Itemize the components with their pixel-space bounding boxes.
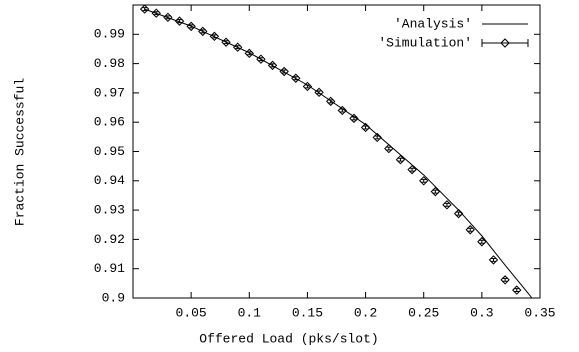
data-point	[419, 176, 429, 186]
y-tick-label: 0.96	[94, 115, 125, 130]
error-bar	[327, 99, 334, 104]
error-bar	[223, 40, 230, 45]
data-point	[244, 48, 254, 59]
error-bar	[374, 135, 381, 140]
legend-label: 'Analysis'	[394, 16, 472, 31]
error-bar	[490, 257, 497, 262]
data-point	[477, 237, 487, 247]
data-point	[256, 54, 266, 64]
data-point	[325, 96, 336, 107]
x-tick-label: 0.2	[354, 305, 377, 320]
data-point	[139, 4, 150, 14]
error-bar	[397, 157, 404, 162]
data-point	[151, 8, 161, 18]
error-bar	[432, 189, 439, 194]
y-tick-label: 0.95	[94, 144, 125, 159]
data-point	[267, 60, 278, 71]
data-point	[163, 12, 173, 23]
data-point	[442, 200, 452, 210]
data-point	[407, 164, 417, 175]
error-bar	[420, 178, 427, 183]
error-bar	[502, 277, 509, 282]
x-tick-label: 0.25	[408, 305, 439, 320]
y-tick-label: 0.97	[94, 85, 125, 100]
data-point	[465, 225, 475, 235]
data-point	[209, 31, 220, 42]
y-tick-label: 0.99	[94, 27, 125, 42]
error-bar	[246, 51, 253, 56]
data-point	[512, 285, 522, 295]
error-bar	[141, 7, 148, 12]
error-bar	[234, 45, 241, 50]
data-point	[453, 208, 464, 219]
data-point	[372, 132, 382, 143]
y-tick-label: 0.93	[94, 203, 125, 218]
error-bar	[188, 24, 195, 29]
error-bar	[211, 34, 218, 39]
legend-errorbar	[481, 39, 529, 47]
error-bar	[513, 288, 520, 293]
plot-frame	[132, 4, 541, 299]
data-point	[186, 21, 196, 32]
data-point	[500, 275, 510, 285]
data-point	[349, 113, 359, 124]
legend-label: 'Simulation'	[378, 35, 472, 50]
data-point	[221, 37, 231, 47]
x-tick-label: 0.1	[238, 305, 262, 320]
x-tick-label: 0.3	[470, 305, 493, 320]
y-axis-label: Fraction Successful	[12, 78, 27, 226]
error-bar	[385, 146, 392, 151]
error-bar	[257, 57, 264, 62]
analysis-line	[144, 8, 533, 299]
data-point	[279, 66, 289, 77]
data-point	[488, 255, 499, 265]
data-point	[232, 42, 243, 52]
error-bar	[478, 239, 485, 244]
x-tick-label: 0.15	[292, 305, 323, 320]
y-tick-label: 0.91	[94, 261, 125, 276]
y-tick-label: 0.98	[94, 56, 125, 71]
data-point	[314, 87, 324, 98]
data-point	[430, 186, 441, 197]
data-point	[384, 143, 394, 154]
x-axis-label: Offered Load (pks/slot)	[199, 331, 378, 346]
error-bar	[292, 76, 299, 81]
data-point	[198, 26, 208, 37]
y-tick-label: 0.92	[94, 232, 125, 247]
error-bar	[362, 125, 369, 130]
error-bar	[409, 167, 416, 172]
data-point	[337, 105, 348, 116]
legend-point	[500, 38, 510, 48]
data-point	[360, 122, 371, 133]
error-bar	[281, 69, 288, 74]
data-point	[302, 81, 313, 92]
error-bar	[455, 211, 462, 216]
y-tick-label: 0.94	[94, 173, 125, 188]
error-bar	[467, 227, 474, 232]
data-point	[174, 16, 185, 26]
error-bar	[443, 202, 450, 207]
y-tick-label: 0.9	[102, 290, 125, 305]
error-bar	[199, 29, 206, 34]
x-tick-label: 0.35	[524, 305, 555, 320]
error-bar	[316, 90, 323, 95]
data-point	[291, 73, 301, 83]
error-bar	[153, 11, 160, 16]
x-tick-label: 0.05	[176, 305, 207, 320]
error-bar	[269, 63, 276, 68]
data-point	[395, 154, 406, 165]
